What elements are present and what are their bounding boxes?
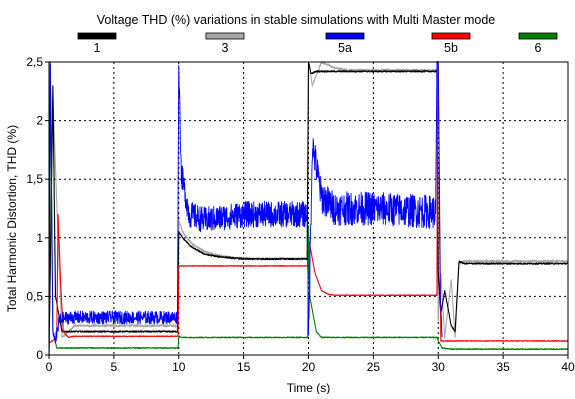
y-tick-label: 2,5 [26,55,43,69]
legend-swatch [431,32,471,40]
legend: 1 3 5a 5b 6 [77,32,558,55]
legend-swatch [205,32,245,40]
x-tick-label: 0 [46,360,53,374]
x-tick-label: 20 [302,360,316,374]
x-tick-label: 15 [237,360,251,374]
y-tick-label: 1 [36,231,43,245]
y-tick-label: 2 [36,114,43,128]
x-tick-label: 25 [367,360,381,374]
x-axis: 0 5 10 15 20 25 30 35 40 [46,355,575,374]
legend-swatch [77,32,117,40]
y-tick-label: 0,5 [26,289,43,303]
chart-title: Voltage THD (%) variations in stable sim… [97,13,496,27]
x-axis-label: Time (s) [287,381,331,394]
x-tick-label: 5 [111,360,118,374]
legend-swatch [518,32,558,40]
x-tick-label: 40 [561,360,575,374]
series-line-6 [49,61,568,355]
legend-label: 1 [94,41,101,55]
y-axis-label: Total Harmonic Distortion, THD (%) [5,125,19,312]
series-line-5a [49,61,443,355]
x-tick-label: 30 [432,360,446,374]
legend-label: 6 [535,41,542,55]
y-tick-label: 0 [36,348,43,362]
legend-label: 5b [444,41,458,55]
legend-label: 5a [338,41,352,55]
legend-swatch [325,32,365,40]
x-tick-label: 10 [172,360,186,374]
x-tick-label: 35 [496,360,510,374]
y-tick-label: 1,5 [26,172,43,186]
series-group [49,61,568,355]
y-axis: 0 0,5 1 1,5 2 2,5 [26,55,49,362]
legend-label: 3 [222,41,229,55]
